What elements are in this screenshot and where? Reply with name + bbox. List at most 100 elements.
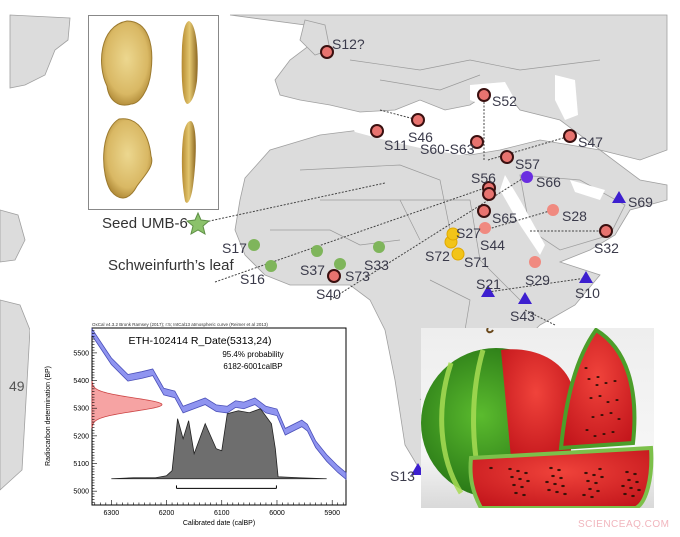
site-label: S37 (300, 262, 325, 278)
site-marker-s10 (579, 271, 593, 283)
posterior-distribution (111, 408, 327, 480)
site-marker-s69 (612, 191, 626, 203)
site-label: S69 (628, 194, 653, 210)
y-axis-label: Radiocarbon determination (BP) (45, 366, 52, 466)
chart-credit: OxCal v4.3.2 Bronk Ramsey (2017); r:5; I… (92, 322, 268, 327)
site-marker-s27 (479, 222, 491, 234)
x-tick-label: 6000 (269, 510, 285, 517)
site-marker-s57 (500, 150, 514, 164)
site-marker-s72b (446, 227, 460, 241)
site-label: S16 (240, 271, 265, 287)
wedge-slice (558, 328, 637, 451)
seed-side-bottom (181, 121, 196, 203)
site-marker-s65 (477, 204, 491, 218)
site-marker-s17 (248, 239, 260, 251)
site-label: S66 (536, 174, 561, 190)
site-label: S52 (492, 93, 517, 109)
seed-image-inset (88, 15, 219, 210)
site-marker-s12 (320, 45, 334, 59)
site-label: S71 (464, 254, 489, 270)
y-axis-ticks: 5000 5100 5200 5300 5400 5500 (73, 330, 97, 503)
leaf-callout-label: Schweinfurth’s leaf (108, 257, 234, 274)
x-tick-label: 6100 (214, 510, 230, 517)
site-label: S65 (492, 210, 517, 226)
site-label: S57 (515, 156, 540, 172)
site-marker-s47 (563, 129, 577, 143)
site-label: S44 (480, 237, 505, 253)
site-markers (248, 45, 626, 475)
site-marker-s37 (311, 245, 323, 257)
y-tick-label: 5000 (73, 489, 89, 496)
site-label: S27 (456, 225, 481, 241)
chart-title: ETH-102414 R_Date(5313,24) (128, 335, 271, 347)
x-tick-label: 5900 (324, 510, 340, 517)
site-label: S17 (222, 240, 247, 256)
site-label: S10 (575, 285, 600, 301)
seed-front-top (101, 20, 153, 106)
site-label: S47 (578, 134, 603, 150)
probability-label: 95.4% probability (222, 350, 283, 359)
site-marker-s52 (477, 88, 491, 102)
site-marker-s66 (521, 171, 533, 183)
site-label: S28 (562, 208, 587, 224)
site-marker-s40 (327, 269, 341, 283)
site-marker-s11 (370, 124, 384, 138)
site-marker-s46 (411, 113, 425, 127)
stem (486, 328, 494, 334)
site-label: S56 (471, 170, 496, 186)
site-marker-s33 (373, 241, 385, 253)
site-marker-s56b (482, 187, 496, 201)
site-label: S46 (408, 129, 433, 145)
site-label: S12? (332, 36, 365, 52)
seed-images (101, 20, 198, 203)
site-marker-s29 (529, 256, 541, 268)
site-label: S11 (384, 137, 408, 153)
site-marker-s16 (265, 260, 277, 272)
y-tick-label: 5100 (73, 461, 89, 468)
site-label: S21 (476, 276, 501, 292)
y-tick-label: 5300 (73, 406, 89, 413)
seed-callout-label: Seed UMB-6 (102, 215, 188, 232)
site-marker-s71 (451, 247, 465, 261)
y-tick-label: 5200 (73, 433, 89, 440)
cut-face (501, 349, 571, 458)
y-tick-label: 5400 (73, 378, 89, 385)
site-marker-s73 (334, 258, 346, 270)
range-label: 6182-6001calBP (223, 362, 282, 371)
site-marker-s43 (518, 292, 532, 304)
seed-side-top (181, 21, 198, 104)
land-masses (0, 14, 668, 491)
site-marker-s21 (481, 285, 495, 297)
site-label: S40 (316, 286, 341, 302)
site-label: S32 (594, 240, 619, 256)
x-tick-label: 6200 (159, 510, 175, 517)
watermark: SCIENCEAQ.COM (578, 519, 670, 530)
edge-label: 49 (9, 378, 25, 394)
calibration-chart-svg: OxCal v4.3.2 Bronk Ramsey (2017); r:5; I… (45, 322, 347, 527)
site-label: S33 (364, 257, 389, 273)
seed-front-bottom (103, 118, 153, 199)
site-label: S72 (425, 248, 450, 264)
watermelon-photo (421, 328, 654, 508)
site-label: S73 (345, 268, 370, 284)
calibration-curve (91, 327, 347, 481)
probability-range-bar (175, 485, 277, 489)
site-marker-s28 (547, 204, 559, 216)
calibration-chart: OxCal v4.3.2 Bronk Ramsey (2017); r:5; I… (30, 313, 360, 531)
y-tick-label: 5500 (73, 350, 89, 357)
site-marker-s60s63 (470, 135, 484, 149)
water-bodies (345, 75, 605, 255)
site-label: S43 (510, 308, 535, 324)
radiocarbon-gaussian (91, 380, 163, 429)
site-label: S29 (525, 272, 550, 288)
x-axis-ticks: 6300 6200 6100 6000 5900 (94, 500, 344, 517)
site-label: S13 (390, 468, 415, 484)
watermelon-illustration (421, 328, 654, 508)
site-marker-s32 (599, 224, 613, 238)
site-label: S60-S63 (420, 141, 475, 157)
seed-star-icon (185, 211, 211, 236)
x-tick-label: 6300 (104, 510, 120, 517)
